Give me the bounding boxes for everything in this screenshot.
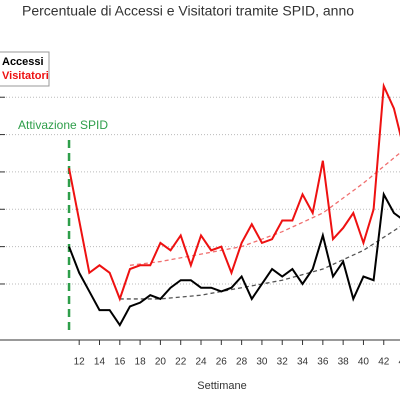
x-tick-label: 34 bbox=[297, 357, 309, 368]
legend-label: Accessi bbox=[2, 56, 44, 68]
x-tick-label: 30 bbox=[256, 357, 268, 368]
chart-title: Percentuale di Accessi e Visitatori tram… bbox=[22, 3, 354, 19]
x-tick-label: 36 bbox=[317, 357, 329, 368]
x-tick-label: 26 bbox=[216, 357, 228, 368]
series-line bbox=[68, 191, 400, 327]
x-tick-label: 12 bbox=[74, 357, 86, 368]
x-tick-label: 28 bbox=[236, 357, 248, 368]
legend-box bbox=[0, 51, 50, 87]
x-tick-label: 40 bbox=[358, 357, 370, 368]
x-tick-label: 24 bbox=[195, 357, 207, 368]
series-line bbox=[68, 82, 400, 302]
x-tick-label: 44 bbox=[398, 357, 400, 368]
x-tick-label: 22 bbox=[175, 357, 187, 368]
x-tick-label: 16 bbox=[114, 357, 126, 368]
annotation-text: Attivazione SPID bbox=[18, 118, 108, 132]
trend-line bbox=[129, 152, 400, 266]
x-tick-label: 20 bbox=[155, 357, 167, 368]
x-tick-label: 18 bbox=[135, 357, 147, 368]
x-tick-label: 14 bbox=[94, 357, 106, 368]
legend-label: Visitatori bbox=[2, 70, 49, 82]
x-tick-label: 38 bbox=[338, 357, 350, 368]
x-tick-label: 42 bbox=[378, 357, 390, 368]
x-axis-label: Settimane bbox=[197, 380, 247, 392]
x-tick-label: 32 bbox=[277, 357, 289, 368]
plot-area bbox=[0, 82, 400, 330]
